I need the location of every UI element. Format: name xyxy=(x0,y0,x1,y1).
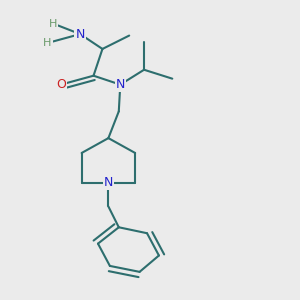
Text: H: H xyxy=(43,38,52,48)
Text: N: N xyxy=(104,176,113,189)
Text: H: H xyxy=(49,19,58,29)
Text: O: O xyxy=(56,78,66,91)
Text: N: N xyxy=(116,78,125,91)
Text: N: N xyxy=(76,28,85,40)
